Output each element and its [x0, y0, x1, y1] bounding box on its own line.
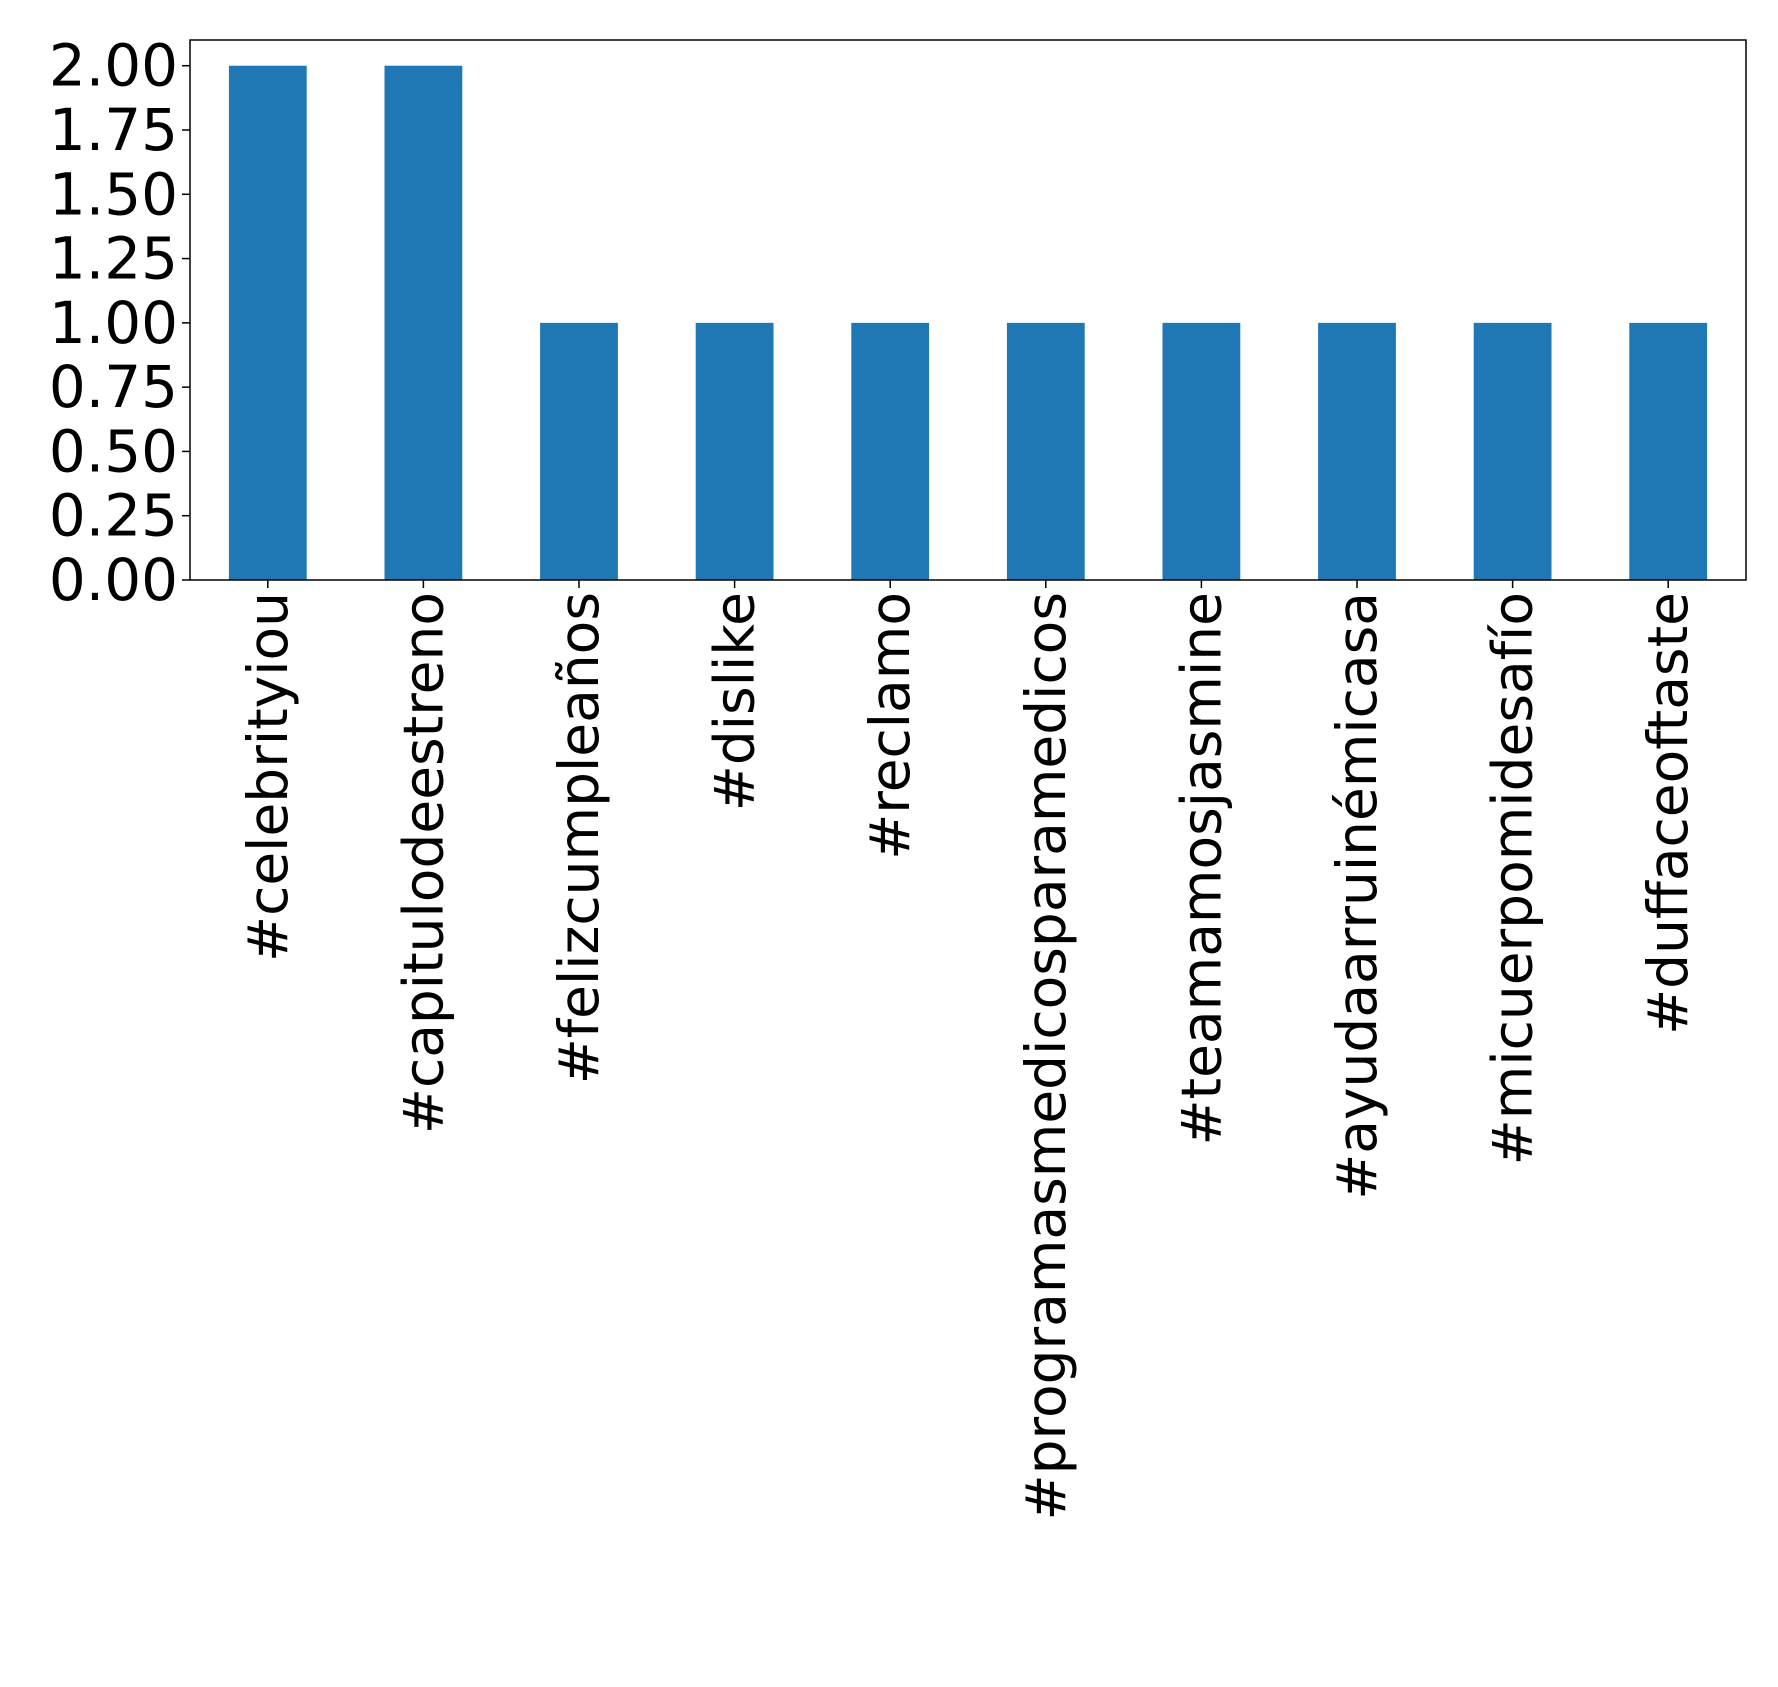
x-tick-label: #programasmedicosparamedicos — [1014, 592, 1078, 1520]
bar-1 — [384, 65, 463, 580]
bar-0 — [228, 65, 307, 580]
bar-4 — [851, 322, 930, 580]
x-tick-label: #reclamo — [858, 592, 922, 860]
y-tick-label: 1.50 — [49, 160, 178, 228]
bar-3 — [695, 322, 774, 580]
y-tick-label: 1.00 — [49, 289, 178, 357]
x-tick-label: #duffaceoftaste — [1636, 592, 1700, 1035]
x-tick-label: #dislike — [703, 592, 767, 811]
x-tick-label: #ayudaarruinémicasa — [1325, 592, 1389, 1200]
y-tick-label: 2.00 — [49, 32, 178, 100]
y-axis: 0.000.250.500.751.001.251.501.752.00 — [49, 32, 190, 614]
y-tick-label: 1.25 — [49, 225, 178, 293]
bar-9 — [1629, 322, 1708, 580]
plot-frame — [189, 39, 1747, 581]
y-tick-label: 1.75 — [49, 96, 178, 164]
y-tick-label: 0.75 — [49, 353, 178, 421]
x-tick-label: #celebrityiou — [236, 592, 300, 962]
y-tick-label: 0.00 — [49, 546, 178, 614]
bar-2 — [540, 322, 618, 580]
bars-layer — [228, 65, 1708, 580]
bar-6 — [1162, 322, 1241, 580]
y-tick-label: 0.50 — [49, 417, 178, 485]
x-axis: #celebrityiou #capitulodeestreno #felizcum… — [236, 580, 1700, 1520]
x-tick-label: #teamamosjasmine — [1169, 592, 1233, 1146]
x-tick-label: #micuerpomidesafío — [1481, 592, 1545, 1165]
bar-7 — [1318, 322, 1396, 580]
bar-8 — [1473, 322, 1552, 580]
x-tick-label: #capitulodeestreno — [391, 592, 455, 1134]
y-tick-label: 0.25 — [49, 482, 178, 550]
x-tick-label: #felizcumpleaños — [547, 592, 611, 1084]
bar-5 — [1006, 322, 1085, 580]
